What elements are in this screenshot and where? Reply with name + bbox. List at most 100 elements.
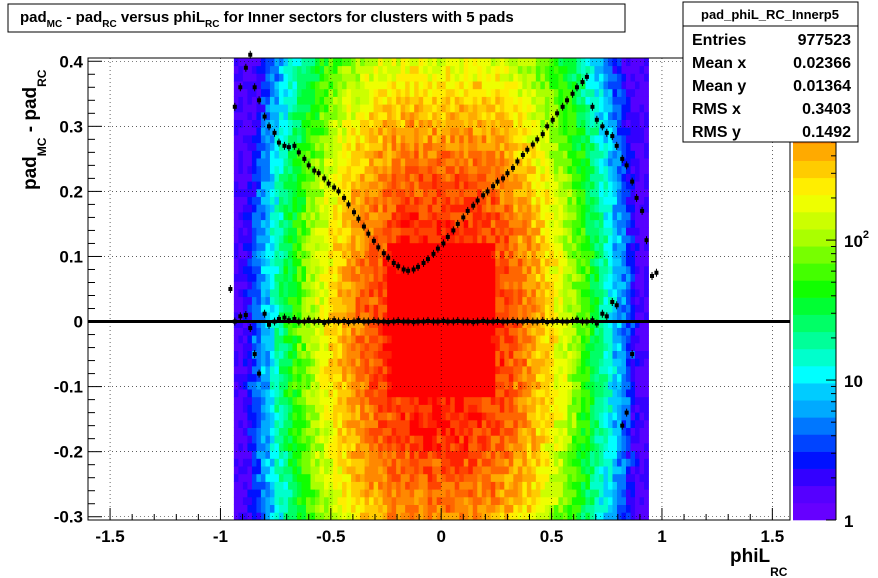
heatmap-cell (337, 65, 343, 74)
heatmap-cell (603, 304, 609, 313)
heatmap-cell (459, 319, 465, 328)
heatmap-cell (553, 404, 559, 413)
heatmap-cell (400, 173, 406, 182)
heatmap-cell (594, 104, 600, 113)
heatmap-cell (526, 419, 532, 428)
heatmap-cell (274, 265, 280, 274)
heatmap-cell (418, 204, 424, 213)
heatmap-cell (472, 81, 478, 90)
heatmap-cell (274, 296, 280, 305)
heatmap-cell (342, 350, 347, 359)
heatmap-cell (283, 450, 289, 459)
heatmap-cell (558, 235, 564, 244)
heatmap-cell (233, 119, 239, 128)
heatmap-cell (508, 350, 514, 359)
heatmap-cell (589, 158, 595, 167)
heatmap-cell (251, 96, 257, 105)
heatmap-cell (387, 119, 393, 128)
heatmap-cell (472, 73, 478, 82)
heatmap-cell (445, 81, 451, 90)
heatmap-cell (301, 481, 307, 490)
heatmap-cell (504, 150, 510, 159)
heatmap-cell (558, 273, 564, 282)
heatmap-cell (414, 173, 420, 182)
heatmap-cell (274, 142, 280, 151)
heatmap-cell (495, 289, 501, 298)
heatmap-cell (522, 81, 528, 90)
heatmap-cell (495, 496, 501, 505)
heatmap-cell (481, 165, 487, 174)
heatmap-cell (490, 327, 496, 336)
heatmap-cell (346, 327, 352, 336)
heatmap-cell (549, 373, 555, 382)
heatmap-cell (251, 419, 257, 428)
heatmap-cell (396, 450, 402, 459)
heatmap-cell (319, 304, 325, 313)
heatmap-cell (562, 196, 568, 205)
heatmap-cell (603, 212, 609, 221)
heatmap-cell (387, 227, 393, 236)
heatmap-cell (580, 281, 586, 290)
heatmap-cell (274, 96, 280, 105)
heatmap-cell (256, 104, 262, 113)
heatmap-cell (387, 427, 393, 436)
heatmap-cell (472, 443, 478, 452)
heatmap-cell (432, 366, 438, 375)
heatmap-cell (337, 212, 343, 221)
heatmap-cell (423, 412, 429, 421)
heatmap-cell (540, 119, 546, 128)
heatmap-cell (238, 119, 244, 128)
heatmap-cell (242, 250, 248, 259)
heatmap-cell (378, 489, 384, 498)
heatmap-cell (598, 96, 604, 105)
heatmap-cell (576, 235, 582, 244)
heatmap-cell (346, 212, 352, 221)
heatmap-cell (531, 96, 537, 105)
heatmap-cell (481, 458, 487, 467)
heatmap-cell (242, 119, 248, 128)
heatmap-cell (522, 250, 528, 259)
heatmap-cell (450, 111, 456, 120)
heatmap-cell (278, 188, 284, 197)
heatmap-cell (472, 396, 478, 405)
heatmap-cell (324, 358, 329, 367)
heatmap-cell (567, 396, 573, 405)
heatmap-cell (427, 235, 433, 244)
heatmap-cell (414, 204, 420, 213)
heatmap-cell (337, 165, 343, 174)
heatmap-cell (441, 204, 447, 213)
heatmap-cell (490, 312, 496, 321)
heatmap-cell (441, 88, 447, 97)
heatmap-cell (585, 396, 591, 405)
heatmap-cell (535, 196, 541, 205)
heatmap-cell (567, 65, 573, 74)
heatmap-cell (481, 150, 487, 159)
heatmap-cell (296, 258, 302, 267)
heatmap-cell (278, 135, 284, 144)
heatmap-cell (495, 196, 501, 205)
heatmap-cell (382, 312, 388, 321)
heatmap-cell (310, 473, 316, 482)
heatmap-cell (274, 111, 280, 120)
heatmap-cell (535, 312, 541, 321)
heatmap-cell (283, 319, 289, 328)
heatmap-cell (423, 327, 429, 336)
heatmap-cell (418, 127, 424, 136)
heatmap-cell (373, 335, 379, 344)
heatmap-cell (576, 443, 582, 452)
heatmap-cell (481, 289, 487, 298)
heatmap-cell (598, 273, 604, 282)
heatmap-cell (337, 235, 343, 244)
heatmap-cell (522, 104, 528, 113)
heatmap-cell (251, 242, 257, 251)
heatmap-cell (513, 265, 519, 274)
heatmap-cell (269, 381, 275, 390)
heatmap-cell (603, 473, 609, 482)
heatmap-cell (251, 150, 257, 159)
heatmap-cell (391, 335, 397, 344)
heatmap-cell (287, 281, 293, 290)
heatmap-cell (382, 366, 388, 375)
heatmap-cell (233, 142, 239, 151)
heatmap-cell (414, 181, 420, 190)
heatmap-cell (558, 142, 564, 151)
